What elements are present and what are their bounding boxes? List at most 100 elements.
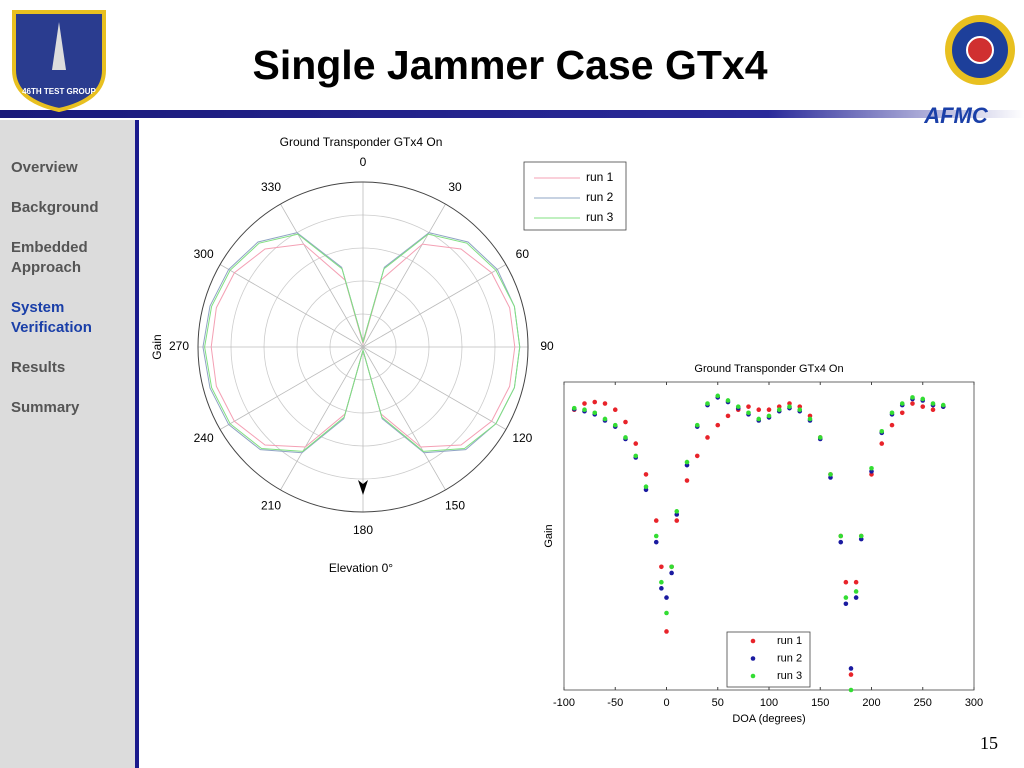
scatter-point [592,399,598,405]
polar-spoke [362,346,446,491]
scatter-point [674,509,680,514]
scatter-point [746,410,751,416]
scatter-point [899,410,905,416]
header-bar [0,110,1024,118]
chart-title: Ground Transponder GTx4 On [694,363,843,375]
scatter-point [643,472,649,477]
scatter-point [838,533,844,539]
scatter-point [684,478,690,483]
scatter-point [920,396,926,402]
scatter-point [633,453,639,459]
x-tick-label: 150 [811,697,829,709]
x-tick-label: 0 [663,697,669,709]
scatter-point [725,413,731,419]
scatter-point [602,401,608,406]
scatter-point [643,484,649,490]
arrow [358,480,368,495]
scatter-point [843,595,849,600]
legend-label: run 2 [586,190,614,204]
scatter-point [869,465,874,471]
scatter-point [582,401,587,406]
scatter-point [756,407,762,413]
scatter-point [853,595,859,600]
nav-item[interactable]: System Verification [11,299,92,336]
scatter-point [838,539,844,545]
scatter-point [848,666,854,671]
scatter-point [602,416,608,422]
legend-marker [750,656,756,661]
scatter-point [705,435,710,440]
angle-tick-label: 30 [448,180,462,194]
scatter-point [653,539,659,545]
polar-frame [197,181,529,513]
scatter-point [592,410,598,416]
scatter-point [940,402,946,408]
scatter-point [612,407,618,413]
nav: Overview Background Embedded Approach Syste… [11,158,119,438]
scatter-point [879,441,885,446]
angle-tick-label: 60 [516,247,530,261]
left-logo-text: 46TH TEST GROUP [22,87,96,96]
scatter-point [674,518,680,523]
scatter-point [848,687,854,693]
scatter-point [828,472,833,477]
scatter-point [746,404,751,409]
nav-item[interactable]: Results [11,359,66,376]
scatter-point [715,393,721,399]
page-number: 15 [980,733,998,753]
legend-box [523,161,627,231]
angle-tick-label: 240 [194,431,214,445]
legend-label: run 3 [777,670,802,682]
polar-spoke [219,346,364,430]
x-axis-label: Elevation 0° [329,561,393,575]
scatter-point [920,404,926,409]
slide-title: Single Jammer Case GTx4 [252,42,767,88]
scatter-point [659,564,664,570]
chart-title: Ground Transponder GTx4 On [280,135,443,149]
scatter-point [725,398,731,403]
scatter-point [664,629,669,634]
scatter-point [930,407,936,413]
scatter-point [571,405,577,411]
x-tick-label: 300 [965,697,983,709]
angle-tick-label: 120 [512,431,532,445]
scatter-point [633,441,639,446]
x-tick-label: 200 [862,697,880,709]
angle-tick-label: 150 [445,499,465,513]
polar-spoke [280,203,364,348]
scatter-point [776,407,782,413]
nav-item[interactable]: Background [11,199,99,216]
afmc-text: AFMC [923,103,989,128]
legend-label: run 2 [777,652,802,664]
polar-spoke [280,346,364,491]
scatter-point [623,435,628,440]
angle-tick-label: 270 [169,339,189,353]
scatter-point [653,533,659,539]
nav-item[interactable]: Overview [11,159,78,176]
legend-label: run 1 [777,635,802,647]
angle-tick-label: 330 [261,180,281,194]
scatter-point [889,422,895,428]
scatter-point [879,428,885,434]
nav-item[interactable]: Embedded Approach [11,239,88,276]
scatter-point [817,435,823,440]
legend-label: run 3 [586,210,614,224]
scatter-point [853,589,859,594]
scatter-point [930,401,936,406]
polar-line [204,233,521,452]
scatter-point [653,518,659,523]
angle-tick-label: 0 [360,155,367,169]
scatter-point [659,586,664,591]
scatter-point [582,407,587,413]
legend-marker [750,638,756,644]
nav-item[interactable]: Summary [11,399,80,416]
scatter-point [787,404,792,409]
scatter-point [766,413,772,419]
scatter-point [797,407,803,413]
scatter-point [612,422,618,428]
scatter-point [899,401,905,406]
scatter-point [694,422,700,428]
scatter-point [848,672,854,677]
scatter-point [889,410,895,416]
